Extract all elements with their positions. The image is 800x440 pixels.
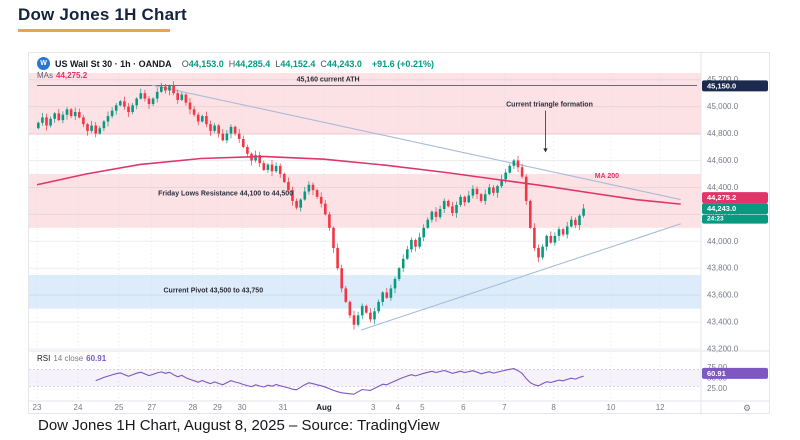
ohlc-readout: O44,153.0 H44,285.4 L44,152.4 C44,243.0: [177, 59, 362, 69]
trendlines: [151, 84, 681, 331]
svg-text:44,200.0: 44,200.0: [707, 210, 739, 219]
instrument-logo-icon: W: [37, 57, 50, 70]
ma-legend: MAs 44,275.2: [37, 71, 87, 80]
chart-legend: W US Wall St 30 · 1h · OANDA O44,153.0 H4…: [37, 57, 434, 70]
svg-text:44,400.0: 44,400.0: [707, 183, 739, 192]
ma200-label: MA 200: [595, 173, 619, 180]
pane-borders: [29, 53, 769, 413]
svg-text:7: 7: [502, 403, 507, 412]
svg-text:44,000.0: 44,000.0: [707, 237, 739, 246]
svg-text:8: 8: [551, 403, 556, 412]
ma-value: 44,275.2: [56, 71, 88, 80]
ath-note: 45,160 current ATH: [297, 76, 360, 83]
ma-label: MAs: [37, 71, 53, 80]
rsi-legend: RSI 14 close 60.91: [37, 354, 106, 363]
svg-text:3: 3: [371, 403, 376, 412]
high-value: 44,285.4: [235, 58, 271, 69]
rsi-label: RSI: [37, 354, 51, 363]
svg-text:75.00: 75.00: [707, 363, 728, 372]
svg-text:24:23: 24:23: [707, 216, 724, 223]
tradingview-widget: 45,160 current ATH MA 200 Friday Lows Resi…: [28, 52, 770, 414]
change-readout: +91.6 (+0.21%): [371, 58, 434, 69]
svg-text:43,800.0: 43,800.0: [707, 264, 739, 273]
pivot-note: Current Pivot 43,500 to 43,750: [163, 287, 263, 294]
current-pivot-zone: [29, 274, 701, 309]
gridlines: [29, 73, 701, 401]
ath-supply-zone: [29, 73, 701, 135]
low-value: 44,152.4: [280, 58, 316, 69]
open-value: 44,153.0: [188, 58, 224, 69]
svg-text:45,200.0: 45,200.0: [707, 75, 739, 84]
price-axis[interactable]: 45,200.0 45,000.0 44,800.0 44,600.0 44,400.0…: [707, 75, 739, 393]
svg-text:60.91: 60.91: [707, 369, 726, 378]
svg-text:28: 28: [188, 403, 197, 412]
last-price-badge: [702, 203, 768, 215]
rsi-value-badge: [702, 367, 768, 379]
svg-text:43,400.0: 43,400.0: [707, 318, 739, 327]
title-underline: [18, 29, 170, 32]
friday-lows-resistance-zone: [29, 173, 701, 228]
rsi-params: 14 close: [53, 354, 84, 363]
svg-text:45,000.0: 45,000.0: [707, 102, 739, 111]
svg-text:43,600.0: 43,600.0: [707, 291, 739, 300]
axis-badges: 45,150.0 44,275.2 44,243.0 24:23 60.91: [702, 80, 768, 379]
svg-text:44,243.0: 44,243.0: [707, 204, 736, 213]
svg-text:6: 6: [461, 403, 466, 412]
rsi-value: 60.91: [86, 354, 107, 363]
rsi-pane: [29, 368, 701, 395]
ma-price-badge: [702, 192, 768, 204]
svg-text:4: 4: [396, 403, 401, 412]
svg-text:27: 27: [147, 403, 156, 412]
settings-gear-icon[interactable]: ⚙: [743, 403, 751, 413]
close-value: 44,243.0: [326, 58, 362, 69]
svg-text:44,800.0: 44,800.0: [707, 129, 739, 138]
countdown-badge: [702, 214, 768, 224]
ath-line: 45,160 current ATH: [37, 76, 697, 86]
symbol-title[interactable]: US Wall St 30 · 1h · OANDA: [55, 58, 172, 69]
svg-text:29: 29: [213, 403, 222, 412]
arrow-down-icon: [543, 148, 548, 153]
caption: Dow Jones 1H Chart, August 8, 2025 – Sou…: [38, 417, 440, 434]
svg-text:25.00: 25.00: [707, 384, 728, 393]
low-label: L: [275, 58, 281, 69]
svg-text:45,150.0: 45,150.0: [707, 81, 736, 90]
friday-lows-note: Friday Lows Resistance 44,100 to 44,500: [158, 191, 293, 198]
svg-text:23: 23: [33, 403, 42, 412]
close-label: C: [320, 58, 327, 69]
descending-resistance[interactable]: [151, 84, 681, 201]
svg-text:Aug: Aug: [316, 403, 332, 412]
ma200-line: MA 200: [36, 155, 681, 205]
svg-text:10: 10: [607, 403, 616, 412]
svg-text:31: 31: [279, 403, 288, 412]
svg-text:44,275.2: 44,275.2: [707, 193, 736, 202]
svg-text:5: 5: [420, 403, 425, 412]
high-label: H: [228, 58, 236, 69]
ath-price-badge: [702, 80, 768, 92]
time-axis[interactable]: 23 24 25 27 28 29 30 31 Aug 3 4 5 6 7 8 10 12 ⚙: [33, 403, 752, 413]
rsi-line: [95, 368, 584, 395]
annotations: Friday Lows Resistance 44,100 to 44,500 C…: [158, 102, 593, 295]
svg-text:30: 30: [238, 403, 247, 412]
svg-text:25: 25: [115, 403, 124, 412]
ascending-support[interactable]: [360, 223, 681, 331]
price-bands: [29, 73, 701, 309]
triangle-note: Current triangle formation: [506, 102, 593, 109]
svg-text:43,200.0: 43,200.0: [707, 345, 739, 354]
svg-text:44,600.0: 44,600.0: [707, 156, 739, 165]
candles-series: [37, 81, 585, 330]
svg-text:24: 24: [74, 403, 83, 412]
open-label: O: [181, 58, 189, 69]
svg-text:12: 12: [656, 403, 665, 412]
page-title: Dow Jones 1H Chart: [18, 5, 187, 24]
